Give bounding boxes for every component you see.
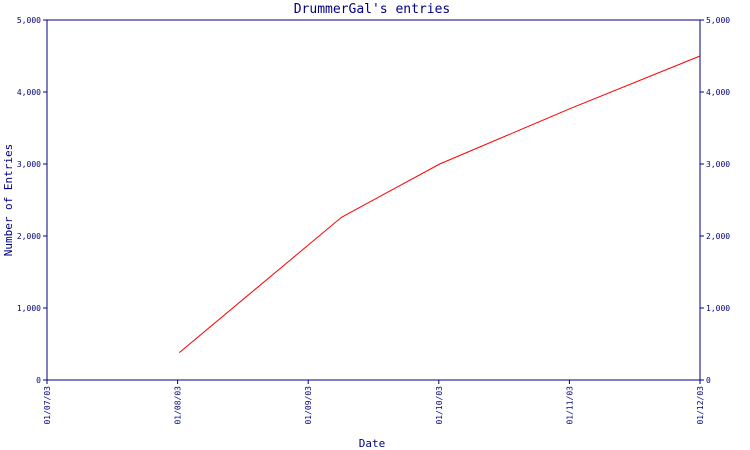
- x-tick-label: 01/10/03: [435, 386, 444, 425]
- y-tick-label-right: 2,000: [706, 232, 730, 241]
- x-axis-label: Date: [359, 437, 386, 450]
- chart-title: DrummerGal's entries: [294, 2, 451, 17]
- y-tick-label-left: 5,000: [17, 16, 41, 25]
- y-tick-label-right: 0: [706, 376, 711, 385]
- y-tick-label-right: 1,000: [706, 304, 730, 313]
- y-tick-label-left: 2,000: [17, 232, 41, 241]
- y-tick-label-right: 5,000: [706, 16, 730, 25]
- y-tick-label-left: 0: [36, 376, 41, 385]
- x-tick-label: 01/09/03: [304, 386, 313, 425]
- y-tick-label-right: 4,000: [706, 88, 730, 97]
- plot-area-frame: [46, 19, 701, 381]
- y-axis-label: Number of Entries: [2, 144, 15, 257]
- series-line: [178, 55, 701, 353]
- y-tick-label-right: 3,000: [706, 160, 730, 169]
- y-tick-label-left: 1,000: [17, 304, 41, 313]
- y-tick-label-left: 3,000: [17, 160, 41, 169]
- y-tick-label-left: 4,000: [17, 88, 41, 97]
- x-tick-label: 01/08/03: [174, 386, 183, 425]
- x-tick-label: 01/11/03: [565, 386, 574, 425]
- x-tick-label: 01/12/03: [696, 386, 705, 425]
- x-tick-label: 01/07/03: [43, 386, 52, 425]
